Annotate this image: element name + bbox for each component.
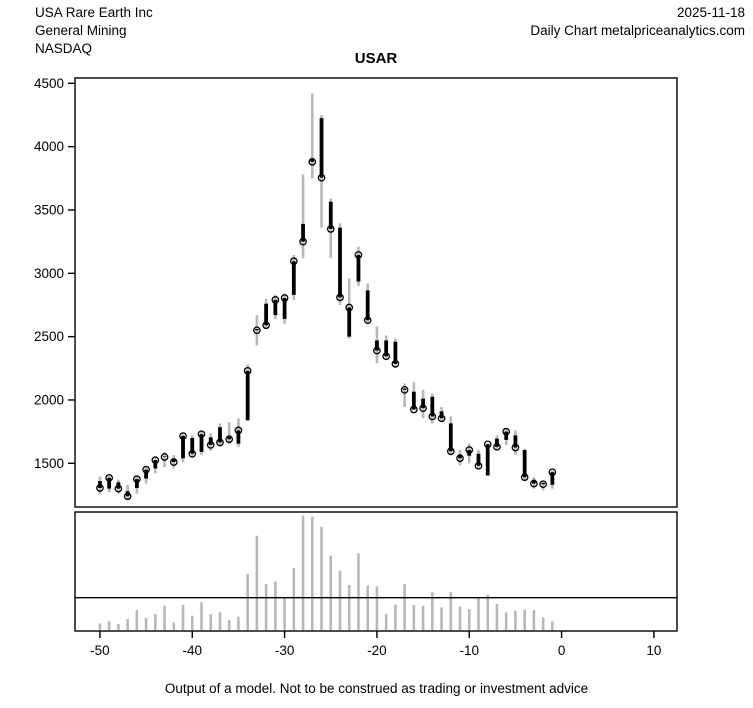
close-marker (160, 453, 169, 461)
close-marker (169, 458, 178, 466)
close-marker (299, 237, 307, 246)
close-marker (520, 473, 529, 482)
price-bodies (98, 118, 555, 497)
x-axis-tick-label: -10 (459, 643, 479, 658)
close-marker (363, 316, 372, 325)
close-marker (548, 468, 557, 477)
close-marker (289, 257, 298, 266)
close-marker (391, 360, 400, 368)
close-marker (123, 492, 132, 501)
close-marker (483, 440, 492, 449)
x-axis-tick-label: 0 (558, 643, 566, 658)
close-marker (114, 484, 123, 493)
close-marker (382, 352, 391, 361)
close-marker (197, 430, 206, 439)
disclaimer-text: Output of a model. Not to be construed a… (164, 681, 589, 696)
x-axis-tick-label: -20 (367, 643, 387, 658)
close-marker (502, 427, 511, 436)
chart-source: Daily Chart metalpriceanalytics.com (530, 23, 745, 38)
close-marker (456, 454, 464, 463)
company-name: USA Rare Earth Inc (35, 5, 153, 20)
close-marker (437, 414, 446, 423)
close-marker (234, 426, 243, 435)
chart-title: USAR (354, 50, 398, 67)
x-axis-tick-label: -50 (90, 643, 110, 658)
exchange-name: NASDAQ (35, 41, 93, 56)
y-axis-tick-label: 2500 (34, 329, 64, 344)
close-marker (354, 251, 363, 259)
close-marker (446, 447, 455, 456)
y-axis-tick-label: 4500 (34, 76, 64, 91)
close-marker (373, 346, 381, 355)
x-axis-tick-label: -30 (275, 643, 295, 658)
close-marker (142, 465, 150, 474)
sector-name: General Mining (35, 23, 127, 38)
close-marker (243, 366, 252, 375)
close-marker (419, 404, 427, 413)
close-marker (474, 461, 483, 470)
close-marker (317, 173, 326, 182)
y-axis-tick-label: 2000 (34, 392, 64, 407)
close-marker (410, 405, 418, 414)
close-marker (225, 435, 234, 444)
close-marker (400, 385, 409, 394)
close-marker (96, 484, 104, 492)
volume-panel-frame (74, 511, 678, 632)
close-marker (336, 293, 344, 302)
y-axis-tick-label: 3000 (34, 266, 64, 281)
y-axis-tick-label: 4000 (34, 139, 64, 154)
header-right: 2025-11-18 Daily Chart metalpriceanalyti… (530, 4, 745, 40)
close-marker (511, 443, 520, 452)
price-range-lines (98, 93, 554, 500)
close-marker (271, 296, 280, 304)
x-axis-tick-label: 10 (646, 643, 661, 658)
close-marker (530, 479, 538, 488)
close-marker (539, 480, 547, 489)
close-marker (465, 446, 474, 454)
close-markers (96, 157, 557, 501)
close-marker (133, 475, 141, 483)
close-marker (151, 456, 160, 464)
close-marker (179, 432, 187, 440)
close-marker (188, 449, 197, 458)
close-marker (253, 326, 261, 335)
close-marker (308, 157, 317, 166)
y-axis-tick-label: 1500 (34, 456, 64, 471)
volume-series (98, 515, 554, 630)
close-marker (216, 438, 224, 447)
x-axis-tick-label: -40 (183, 643, 203, 658)
close-marker (326, 225, 335, 233)
close-marker (206, 441, 215, 449)
close-marker (428, 412, 437, 421)
chart-date: 2025-11-18 (676, 5, 745, 20)
close-marker (105, 474, 114, 482)
y-axis-tick-label: 3500 (34, 202, 64, 217)
close-marker (262, 321, 270, 330)
price-panel-frame (74, 77, 678, 508)
close-marker (345, 303, 354, 312)
close-marker (280, 294, 289, 302)
header-left: USA Rare Earth Inc General Mining NASDAQ (35, 4, 153, 58)
close-marker (493, 442, 501, 451)
